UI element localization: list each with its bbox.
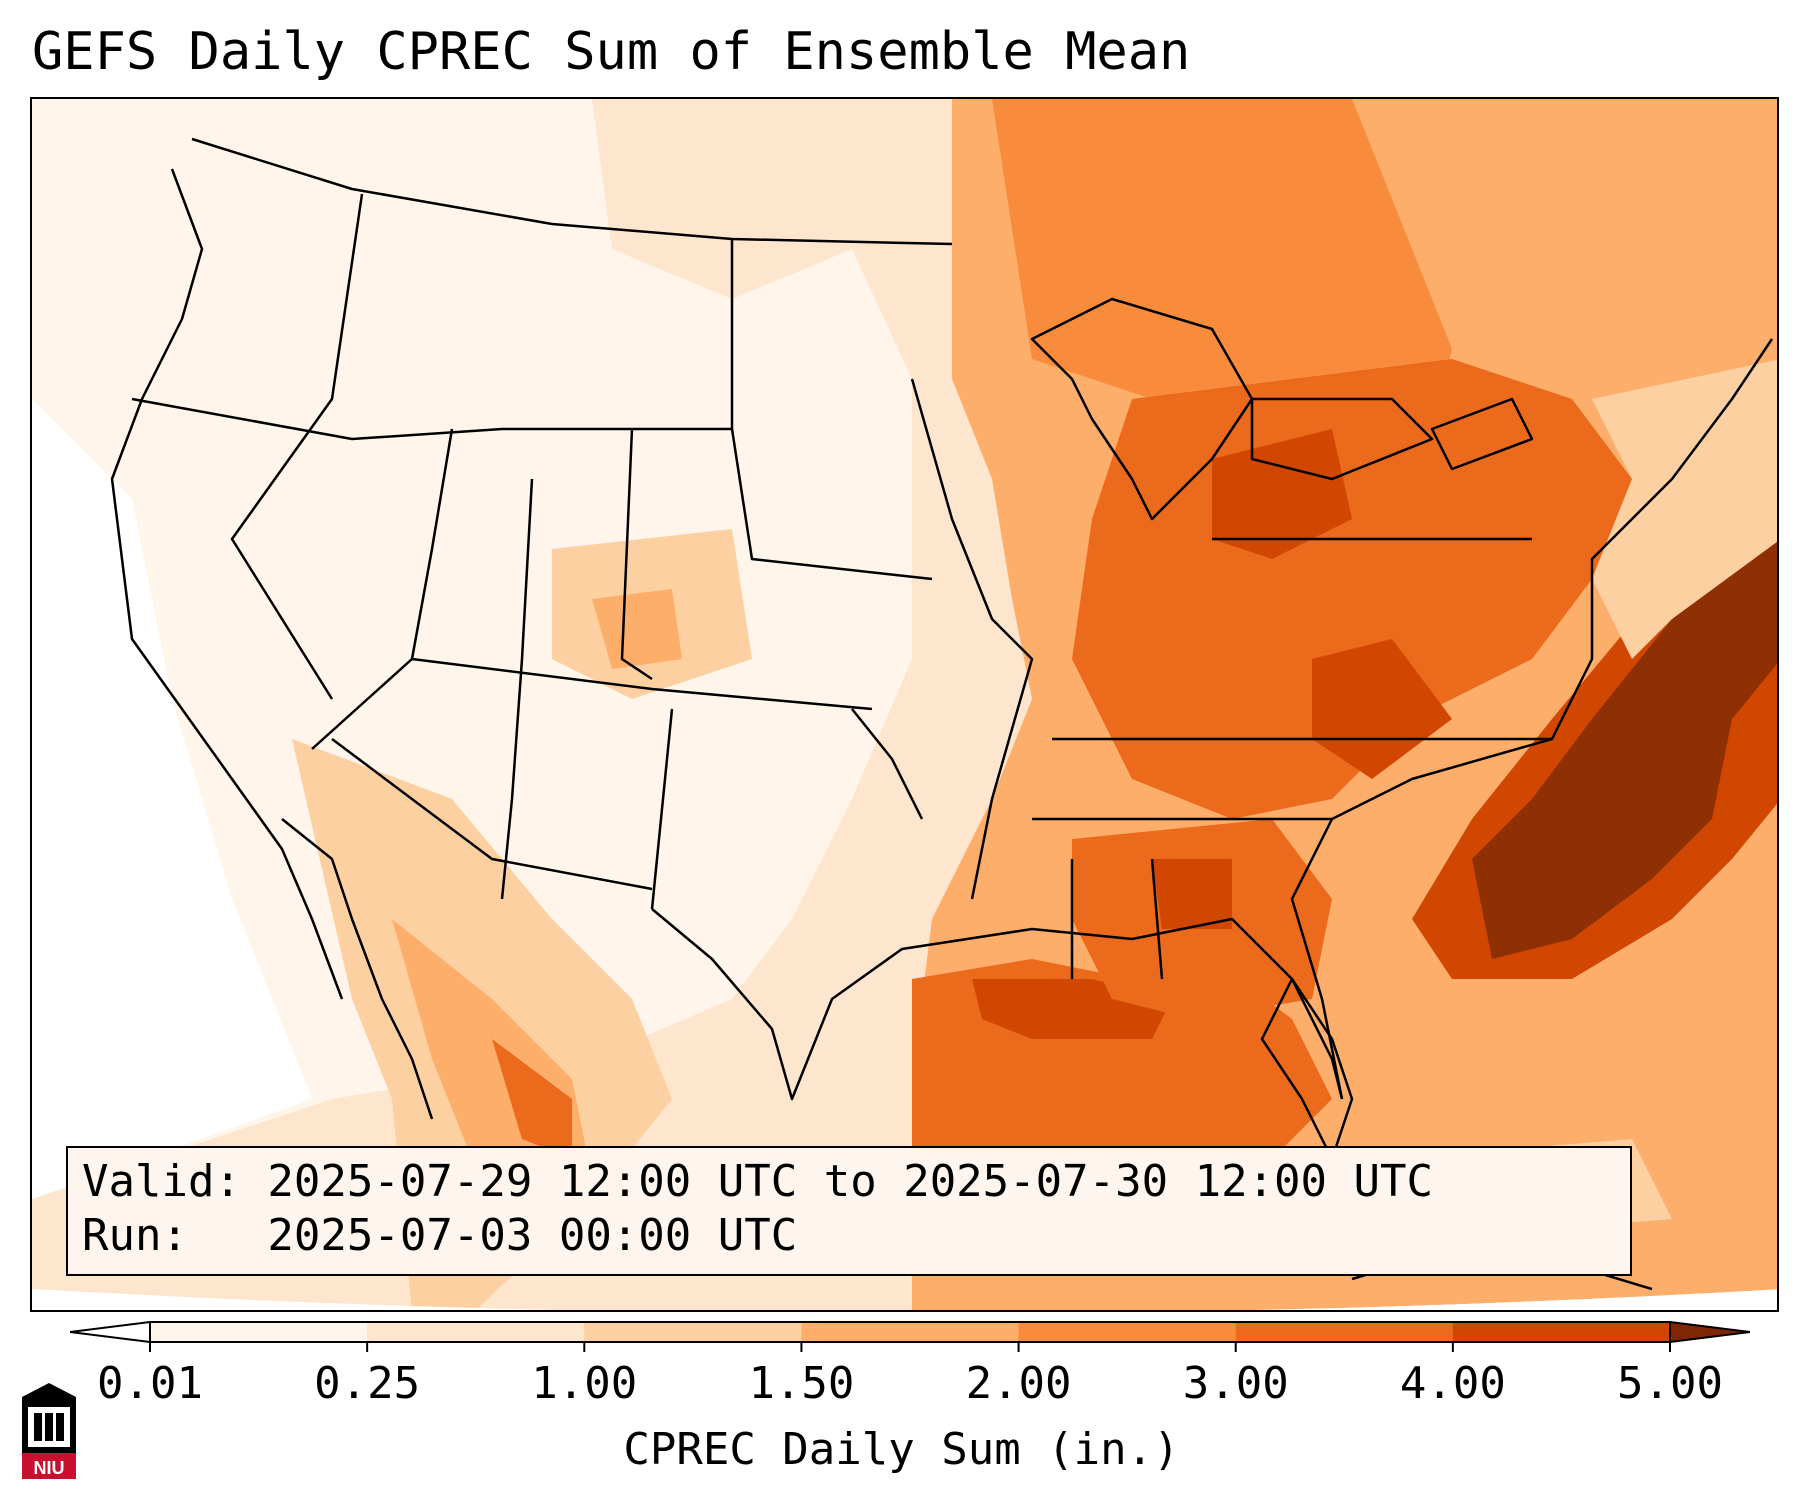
border-utah	[311, 428, 454, 750]
field-sierra-madre-high	[492, 1039, 572, 1159]
colorbar-segments	[149, 1321, 1671, 1343]
field-appalachian-high	[1312, 639, 1452, 779]
colorbar-tick-label: 4.00	[1399, 1358, 1506, 1409]
field-ontario	[992, 99, 1452, 459]
border-36	[411, 657, 873, 711]
map-title: GEFS Daily CPREC Sum of Ensemble Mean	[32, 22, 1191, 82]
colorbar-segment	[584, 1322, 802, 1342]
colorbar-ticks	[149, 1342, 1671, 1352]
precipitation-map	[30, 97, 1779, 1312]
colorbar-segment	[1018, 1322, 1237, 1342]
colorbar-segment	[367, 1322, 585, 1342]
colorbar-tick-label: 0.25	[314, 1358, 421, 1409]
field-mid-atlantic-high	[1212, 429, 1352, 559]
border-oregon-line	[131, 397, 732, 441]
border-ok-tx	[851, 708, 924, 820]
colorbar-tick-label: 1.00	[531, 1358, 638, 1409]
colorbar-over-triangle	[1669, 1320, 1750, 1344]
great-lakes-ontario	[1430, 397, 1534, 471]
field-rockies-core	[592, 589, 682, 669]
colorbar-tick-label: 2.00	[965, 1358, 1072, 1409]
colorbar	[70, 1320, 1750, 1352]
colorbar-tick-label: 3.00	[1182, 1358, 1289, 1409]
pacific-coastline	[110, 168, 344, 1000]
colorbar-segment	[1452, 1322, 1671, 1342]
valid-time-line: Valid: 2025-07-29 12:00 UTC to 2025-07-3…	[82, 1156, 1434, 1207]
border-nevada	[230, 193, 364, 700]
colorbar-segment	[801, 1322, 1020, 1342]
border-co	[620, 428, 653, 681]
valid-run-info-box: Valid: 2025-07-29 12:00 UTC to 2025-07-3…	[66, 1146, 1632, 1276]
run-time-line: Run: 2025-07-03 00:00 UTC	[82, 1210, 798, 1261]
map-svg	[32, 99, 1777, 1310]
colorbar-tick-label: 1.50	[748, 1358, 855, 1409]
logo-text: NIU	[34, 1458, 65, 1478]
colorbar-segment	[150, 1322, 368, 1342]
baja-coastline	[281, 818, 434, 1120]
great-lakes-erie	[1250, 397, 1434, 481]
colorbar-under-triangle	[70, 1320, 151, 1344]
field-new-england	[1592, 359, 1777, 659]
border-ne-ks	[730, 428, 933, 581]
border-az-nm	[500, 478, 534, 900]
colorbar-segment	[1235, 1322, 1454, 1342]
precip-field	[32, 99, 1777, 1310]
colorbar-tick-label: 5.00	[1617, 1358, 1723, 1409]
field-west-pale	[32, 99, 912, 1199]
border-mississippi	[910, 378, 1034, 900]
field-atlantic-max	[1472, 539, 1777, 959]
colorbar-label: CPREC Daily Sum (in.)	[623, 1424, 1180, 1475]
field-pacific-white	[32, 399, 312, 1199]
great-lakes-michigan	[1030, 297, 1254, 521]
atlantic-coastline	[1290, 338, 1774, 1100]
border-tx-panhandle	[650, 708, 674, 910]
niu-logo: NIU	[22, 1383, 76, 1479]
gulf-coastline	[651, 908, 1344, 1101]
colorbar-tick-label: 0.01	[97, 1358, 203, 1409]
border-us-mexico	[331, 738, 653, 891]
border-al-ga	[1150, 858, 1164, 980]
field-alabama-core	[1152, 859, 1232, 929]
us-canada-border	[191, 137, 953, 246]
